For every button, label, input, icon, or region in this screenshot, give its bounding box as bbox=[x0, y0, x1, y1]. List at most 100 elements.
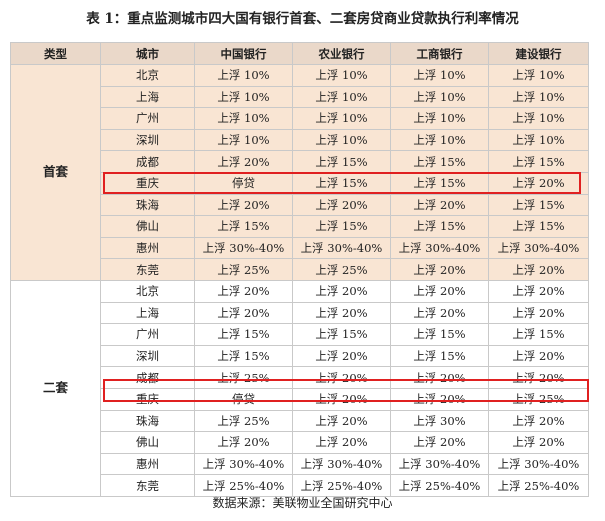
header-icbc: 工商银行 bbox=[390, 42, 489, 65]
icbc-rate-cell: 上浮 20% bbox=[390, 193, 489, 217]
icbc-rate-cell: 上浮 15% bbox=[390, 171, 489, 195]
ccb-rate-cell: 上浮 15% bbox=[488, 150, 589, 173]
ccb-rate-cell: 上浮 30%-40% bbox=[488, 452, 589, 476]
table-row: 深圳 上浮 15% 上浮 20% 上浮 15% 上浮 20% bbox=[11, 344, 589, 368]
ccb-rate-cell: 上浮 10% bbox=[488, 85, 589, 109]
icbc-rate-cell: 上浮 10% bbox=[390, 85, 489, 109]
abc-rate-cell: 上浮 20% bbox=[292, 387, 391, 411]
icbc-rate-cell: 上浮 15% bbox=[390, 323, 489, 346]
data-source-note: 数据来源：美联物业全国研究中心 bbox=[212, 496, 393, 510]
ccb-rate-cell: 上浮 15% bbox=[488, 323, 589, 346]
icbc-rate-cell: 上浮 30%-40% bbox=[390, 236, 489, 260]
city-cell: 惠州 bbox=[100, 236, 195, 260]
abc-rate-cell: 上浮 25%-40% bbox=[292, 474, 391, 497]
city-cell: 深圳 bbox=[100, 128, 195, 152]
table-row: 广州 上浮 10% 上浮 10% 上浮 10% 上浮 10% bbox=[11, 107, 589, 130]
abc-rate-cell: 上浮 15% bbox=[292, 150, 391, 173]
header-city: 城市 bbox=[100, 42, 195, 65]
icbc-rate-cell: 上浮 30% bbox=[390, 409, 489, 433]
ccb-rate-cell: 上浮 20% bbox=[488, 344, 589, 368]
table-row: 重庆 停贷 上浮 20% 上浮 20% 上浮 25% bbox=[11, 387, 589, 411]
ccb-rate-cell: 上浮 20% bbox=[488, 366, 589, 389]
boc-rate-cell: 上浮 15% bbox=[194, 215, 293, 238]
header-ccb: 建设银行 bbox=[488, 42, 589, 65]
boc-rate-cell: 上浮 25% bbox=[194, 409, 293, 433]
abc-rate-cell: 上浮 25% bbox=[292, 258, 391, 281]
abc-rate-cell: 上浮 20% bbox=[292, 193, 391, 217]
city-cell: 重庆 bbox=[100, 387, 195, 411]
city-cell: 广州 bbox=[100, 107, 195, 130]
boc-rate-cell: 上浮 10% bbox=[194, 85, 293, 109]
icbc-rate-cell: 上浮 20% bbox=[390, 366, 489, 389]
table-row: 上海 上浮 20% 上浮 20% 上浮 20% 上浮 20% bbox=[11, 301, 589, 325]
boc-rate-cell: 上浮 10% bbox=[194, 64, 293, 87]
interest-rate-table: 类型 城市 中国银行 农业银行 工商银行 建设银行 首套 北京 上浮 10% 上浮 1… bbox=[10, 42, 589, 497]
ccb-rate-cell: 上浮 30%-40% bbox=[488, 236, 589, 260]
abc-rate-cell: 上浮 10% bbox=[292, 64, 391, 87]
city-cell: 北京 bbox=[100, 64, 195, 87]
boc-rate-cell: 上浮 20% bbox=[194, 193, 293, 217]
ccb-rate-cell: 上浮 15% bbox=[488, 215, 589, 238]
city-cell: 北京 bbox=[100, 279, 195, 303]
city-cell: 东莞 bbox=[100, 474, 195, 497]
header-type: 类型 bbox=[10, 42, 101, 65]
table-row: 首套 北京 上浮 10% 上浮 10% 上浮 10% 上浮 10% bbox=[10, 64, 589, 281]
table-row: 佛山 上浮 15% 上浮 15% 上浮 15% 上浮 15% bbox=[11, 215, 589, 238]
abc-rate-cell: 上浮 15% bbox=[292, 171, 391, 195]
boc-rate-cell: 上浮 20% bbox=[194, 301, 293, 325]
table-row: 重庆 停贷 上浮 15% 上浮 15% 上浮 20% bbox=[11, 171, 589, 195]
boc-rate-cell: 上浮 10% bbox=[194, 128, 293, 152]
table-row: 佛山 上浮 20% 上浮 20% 上浮 20% 上浮 20% bbox=[11, 431, 589, 454]
abc-rate-cell: 上浮 20% bbox=[292, 431, 391, 454]
abc-rate-cell: 上浮 20% bbox=[292, 344, 391, 368]
table-row: 惠州 上浮 30%-40% 上浮 30%-40% 上浮 30%-40% 上浮 30%-4… bbox=[11, 236, 589, 260]
first-home-section: 首套 北京 上浮 10% 上浮 10% 上浮 10% 上浮 10% 上海 上浮 10% 上浮 1… bbox=[10, 64, 589, 281]
boc-rate-cell: 上浮 25% bbox=[194, 366, 293, 389]
boc-rate-cell: 上浮 30%-40% bbox=[194, 236, 293, 260]
boc-rate-cell: 上浮 25% bbox=[194, 258, 293, 281]
icbc-rate-cell: 上浮 30%-40% bbox=[390, 452, 489, 476]
boc-rate-cell: 上浮 20% bbox=[194, 150, 293, 173]
city-cell: 惠州 bbox=[100, 452, 195, 476]
ccb-rate-cell: 上浮 20% bbox=[488, 431, 589, 454]
icbc-rate-cell: 上浮 10% bbox=[390, 128, 489, 152]
table-row: 珠海 上浮 25% 上浮 20% 上浮 30% 上浮 20% bbox=[11, 409, 589, 433]
table-title: 表 1：重点监测城市四大国有银行首套、二套房贷商业贷款执行利率情况 bbox=[86, 11, 519, 27]
abc-rate-cell: 上浮 30%-40% bbox=[292, 452, 391, 476]
boc-rate-cell: 停贷 bbox=[194, 171, 293, 195]
boc-rate-cell: 上浮 30%-40% bbox=[194, 452, 293, 476]
city-cell: 成都 bbox=[100, 150, 195, 173]
ccb-rate-cell: 上浮 10% bbox=[488, 107, 589, 130]
city-cell: 佛山 bbox=[100, 215, 195, 238]
boc-rate-cell: 停贷 bbox=[194, 387, 293, 411]
ccb-rate-cell: 上浮 20% bbox=[488, 279, 589, 303]
second-home-section: 二套 北京 上浮 20% 上浮 20% 上浮 20% 上浮 20% 上海 上浮 20% 上浮 2… bbox=[10, 279, 589, 497]
icbc-rate-cell: 上浮 20% bbox=[390, 279, 489, 303]
city-cell: 上海 bbox=[100, 301, 195, 325]
ccb-rate-cell: 上浮 20% bbox=[488, 301, 589, 325]
table-row: 珠海 上浮 20% 上浮 20% 上浮 20% 上浮 15% bbox=[11, 193, 589, 217]
city-cell: 东莞 bbox=[100, 258, 195, 281]
abc-rate-cell: 上浮 15% bbox=[292, 215, 391, 238]
icbc-rate-cell: 上浮 15% bbox=[390, 150, 489, 173]
ccb-rate-cell: 上浮 20% bbox=[488, 258, 589, 281]
icbc-rate-cell: 上浮 10% bbox=[390, 64, 489, 87]
abc-rate-cell: 上浮 15% bbox=[292, 323, 391, 346]
table-row: 广州 上浮 15% 上浮 15% 上浮 15% 上浮 15% bbox=[11, 323, 589, 346]
table-row: 深圳 上浮 10% 上浮 10% 上浮 10% 上浮 10% bbox=[11, 128, 589, 152]
table-row: 东莞 上浮 25% 上浮 25% 上浮 20% 上浮 20% bbox=[11, 258, 589, 281]
boc-rate-cell: 上浮 10% bbox=[194, 107, 293, 130]
icbc-rate-cell: 上浮 25%-40% bbox=[390, 474, 489, 497]
ccb-rate-cell: 上浮 20% bbox=[488, 409, 589, 433]
boc-rate-cell: 上浮 25%-40% bbox=[194, 474, 293, 497]
icbc-rate-cell: 上浮 20% bbox=[390, 387, 489, 411]
icbc-rate-cell: 上浮 15% bbox=[390, 215, 489, 238]
icbc-rate-cell: 上浮 15% bbox=[390, 344, 489, 368]
table-row: 上海 上浮 10% 上浮 10% 上浮 10% 上浮 10% bbox=[11, 85, 589, 109]
header-abc: 农业银行 bbox=[292, 42, 391, 65]
icbc-rate-cell: 上浮 10% bbox=[390, 107, 489, 130]
city-cell: 广州 bbox=[100, 323, 195, 346]
table-row: 成都 上浮 20% 上浮 15% 上浮 15% 上浮 15% bbox=[11, 150, 589, 173]
abc-rate-cell: 上浮 20% bbox=[292, 409, 391, 433]
city-cell: 重庆 bbox=[100, 171, 195, 195]
